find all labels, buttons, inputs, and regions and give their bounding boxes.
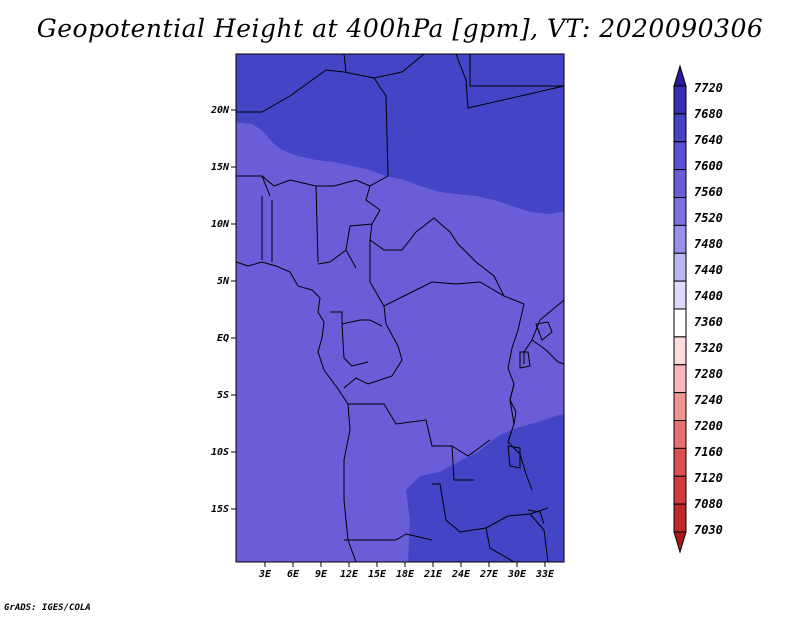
lat-tick-label: 10S bbox=[211, 447, 229, 458]
lon-tick-label: 15E bbox=[368, 569, 387, 580]
lon-tick-label: 30E bbox=[507, 569, 527, 580]
colorbar-label: 7360 bbox=[694, 315, 723, 329]
colorbar-segment bbox=[673, 308, 687, 338]
lat-tick-label: 15N bbox=[211, 162, 230, 173]
colorbar-segment bbox=[673, 113, 687, 143]
colorbar-min-arrow bbox=[673, 531, 687, 554]
colorbar-label: 7440 bbox=[694, 263, 723, 277]
field-7640-7680-south bbox=[406, 414, 564, 562]
chart-title: Geopotential Height at 400hPa [gpm], VT:… bbox=[36, 14, 764, 43]
colorbar-label: 7200 bbox=[694, 419, 723, 433]
lon-tick-label: 24E bbox=[451, 569, 471, 580]
colorbar-label: 7480 bbox=[694, 237, 723, 251]
colorbar-label: 7320 bbox=[694, 341, 723, 355]
lon-tick-label: 21E bbox=[423, 569, 443, 580]
colorbar-segment bbox=[673, 503, 687, 533]
colorbar-label: 7560 bbox=[694, 185, 723, 199]
colorbar-segment bbox=[673, 85, 687, 115]
colorbar-segment bbox=[673, 169, 687, 198]
country-borders bbox=[235, 53, 565, 563]
colorbar-max-arrow bbox=[673, 64, 687, 87]
field-7640-7680-north bbox=[236, 54, 564, 214]
lat-tick-label: 20N bbox=[210, 105, 230, 116]
footer-credit: GrADS: IGES/COLA bbox=[4, 603, 91, 613]
lat-tick-label: 5S bbox=[217, 390, 229, 401]
colorbar-label: 7600 bbox=[694, 159, 723, 173]
colorbar-label: 7640 bbox=[694, 133, 723, 147]
map-frame bbox=[235, 53, 565, 563]
colorbar-label: 7240 bbox=[694, 393, 723, 407]
colorbar-label: 7120 bbox=[694, 471, 723, 485]
lon-tick-label: 9E bbox=[315, 569, 328, 580]
lon-axis: 3E 6E 9E 12E 15E 18E 21E 24E 27E 30E 33E bbox=[258, 562, 555, 580]
colorbar-label: 7680 bbox=[694, 107, 723, 121]
colorbar-label: 7720 bbox=[694, 81, 723, 95]
colorbar-label: 7280 bbox=[694, 367, 723, 381]
lon-tick-label: 18E bbox=[396, 569, 415, 580]
colorbar-label: 7520 bbox=[694, 211, 723, 225]
colorbar-label: 7030 bbox=[694, 523, 723, 537]
colorbar: 7720 7680 7640 7600 7560 7520 7480 7440 7400 7360… bbox=[673, 64, 723, 554]
colorbar-segment bbox=[673, 364, 687, 394]
colorbar-segment bbox=[673, 447, 687, 477]
colorbar-segment bbox=[673, 420, 687, 449]
colorbar-label: 7400 bbox=[694, 289, 723, 303]
lon-tick-label: 12E bbox=[340, 569, 359, 580]
colorbar-label: 7160 bbox=[694, 445, 723, 459]
map-panel bbox=[235, 53, 565, 563]
lat-tick-label: 10N bbox=[211, 219, 230, 230]
lon-tick-label: 33E bbox=[535, 569, 555, 580]
colorbar-segment bbox=[673, 475, 687, 505]
colorbar-segment bbox=[673, 336, 687, 366]
colorbar-segment bbox=[673, 224, 687, 254]
colorbar-label: 7080 bbox=[694, 497, 723, 511]
lat-tick-label: 5N bbox=[217, 276, 230, 287]
lon-tick-label: 6E bbox=[287, 569, 300, 580]
colorbar-segment bbox=[673, 141, 687, 171]
colorbar-segment bbox=[673, 280, 687, 310]
lon-tick-label: 27E bbox=[479, 569, 499, 580]
lat-tick-label: EQ bbox=[217, 333, 229, 344]
colorbar-segment bbox=[673, 252, 687, 282]
lon-tick-label: 3E bbox=[258, 569, 272, 580]
colorbar-segment bbox=[673, 197, 687, 226]
lat-tick-label: 15S bbox=[211, 504, 229, 515]
lat-axis: 20N 15N 10N 5N EQ 5S 10S 15S bbox=[210, 105, 236, 515]
colorbar-segment bbox=[673, 392, 687, 421]
